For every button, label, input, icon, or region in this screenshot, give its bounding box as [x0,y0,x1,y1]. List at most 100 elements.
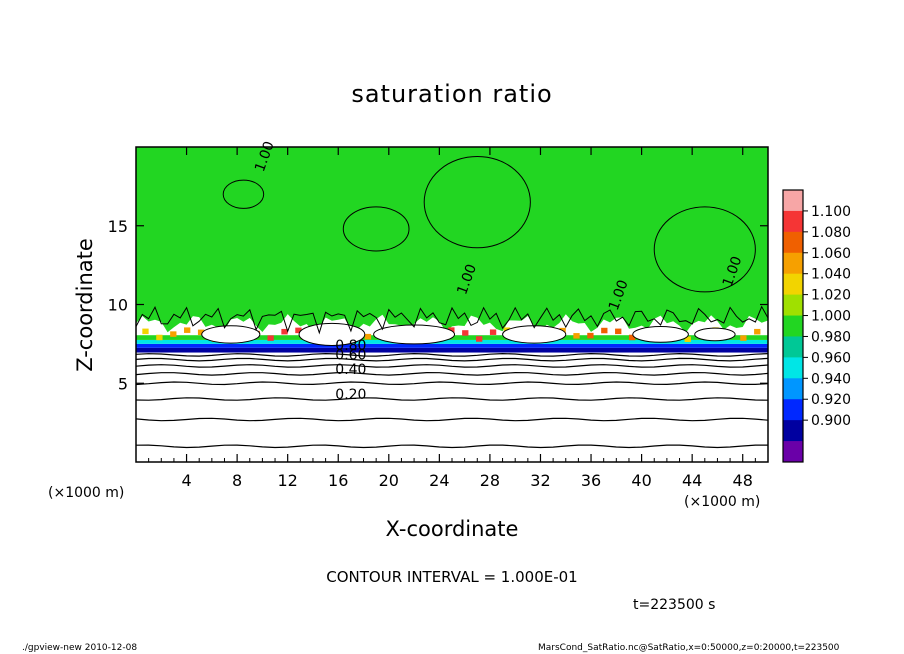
y-tick-label: 15 [108,217,128,236]
saturated-region [136,147,768,333]
supersat-patch [197,329,205,336]
colorbar-label: 1.080 [811,225,851,241]
cloud-blob [201,325,261,344]
band-layer-2 [136,339,768,344]
colorbar-swatch [783,190,803,212]
supersat-patch [448,327,455,333]
contour-line [135,371,769,376]
colorbar-label: 1.040 [811,267,851,283]
colorbar-swatch [783,399,803,421]
footer-left: ./gpview-new 2010-12-08 [22,643,137,653]
colorbar-label: 0.960 [811,350,851,366]
colorbar: 1.100 1.080 1.060 1.040 1.020 1.000 0.980 0.960… [782,189,851,463]
colorbar-swatch [783,294,803,317]
colorbar-label: 1.020 [811,288,851,304]
contour-loop [222,179,265,209]
contour-line [135,444,768,449]
colorbar-swatch [783,420,803,442]
contour-label: 0.80 [335,338,366,354]
contour-loop [653,206,756,293]
x-tick-label: 8 [232,471,242,490]
x-tick-label: 12 [278,471,298,490]
x-tick-label: 32 [530,471,550,490]
y-tick-label: 5 [118,374,128,393]
colorbar-swatch [783,210,803,233]
cloud-blob [373,324,456,345]
y-axis-label: Z-coordinate [73,238,97,372]
supersat-patch [740,335,747,341]
contour-line [135,364,769,368]
supersat-patch [281,328,288,335]
x-tick-label: 40 [631,471,651,490]
plot-area: 1.001.00 1.001.000.800.600.400.20 [135,139,769,463]
cloud-blob [298,322,366,346]
x-unit-right: (×1000 m) [684,494,760,510]
x-axis-label: X-coordinate [386,517,519,541]
contour-loop [342,206,410,252]
supersat-patch [476,336,483,342]
supersat-patch [601,327,608,334]
x-tick-label: 24 [429,471,449,490]
colorbar-label: 0.920 [811,392,851,408]
supersat-patch [573,333,580,339]
colorbar-swatch [783,315,803,337]
contour-line [135,352,769,357]
supersat-patch [628,334,636,341]
colorbar-swatch [783,252,803,275]
chart-title: saturation ratio [351,80,552,108]
time-text: t=223500 s [633,597,715,613]
x-tick-label: 28 [480,471,500,490]
x-tick-label: 4 [181,471,191,490]
supersat-patch [170,331,177,337]
cloud-blob [632,326,689,343]
supersat-patch [615,328,622,335]
colorbar-label: 0.980 [811,329,851,345]
supersat-patch [684,336,691,342]
x-tick-label: 16 [328,471,348,490]
supersat-patch [754,328,761,335]
colorbar-label: 1.000 [811,309,851,325]
colorbar-swatch [783,273,803,296]
supersat-patch [142,328,149,335]
colorbar-frame [782,189,804,463]
x-tick-label: 20 [379,471,399,490]
supersat-patch [364,333,372,340]
supersat-patch [184,327,191,333]
contour-interval-text: CONTOUR INTERVAL = 1.000E-01 [326,568,577,586]
colorbar-label: 1.100 [811,204,851,220]
contour-line [135,357,769,362]
supersat-patch [267,335,274,341]
band-layer-1 [136,343,768,348]
contour-label: 0.60 [335,348,366,364]
colorbar-swatch [783,441,803,463]
band-layer-0 [136,347,768,353]
contour-label: 0.20 [335,387,366,403]
contour-line [135,417,769,422]
colorbar-label: 0.940 [811,371,851,387]
cloud-blob [694,327,736,342]
colorbar-label: 1.060 [811,246,851,262]
x-tick-label: 44 [682,471,702,490]
x-unit-left: (×1000 m) [48,485,124,501]
supersat-patch [462,330,469,336]
contour-line [135,381,769,386]
colorbar-swatch [783,336,803,358]
x-tick-label: 48 [733,471,753,490]
contour-line [135,397,769,401]
colorbar-swatch [783,231,803,254]
y-tick-label: 10 [108,296,128,315]
supersat-patch [587,332,594,339]
contour-loop [423,155,531,249]
supersat-patch [295,327,302,334]
supersat-patch [489,329,497,335]
contour-line [135,305,769,335]
footer-right: MarsCond_SatRatio.nc@SatRatio,x=0:50000,… [538,643,840,653]
contour-label: 0.40 [335,362,366,378]
colorbar-swatch [783,357,803,379]
x-tick-label: 36 [581,471,601,490]
supersat-patch [156,334,163,341]
colorbar-swatch [783,378,803,400]
cloud-blob [502,325,567,344]
